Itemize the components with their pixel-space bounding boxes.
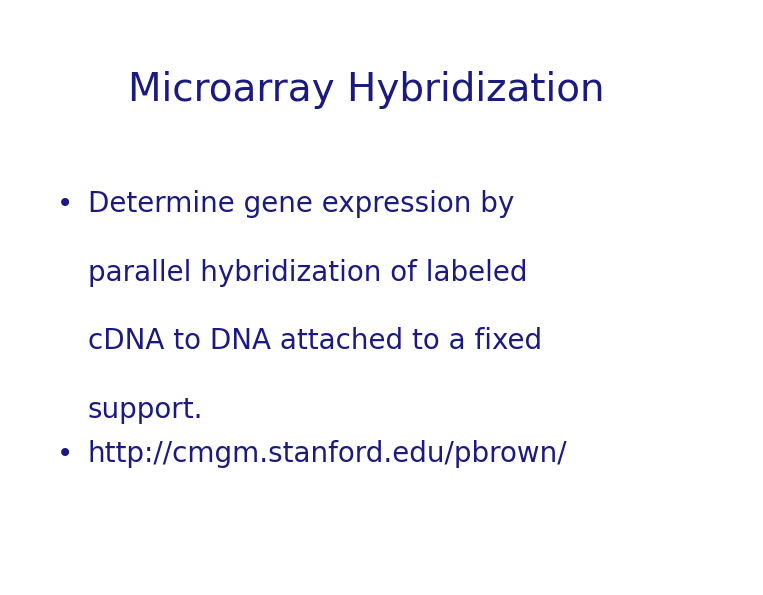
Text: parallel hybridization of labeled: parallel hybridization of labeled [88,259,527,287]
Text: •: • [56,440,73,468]
Text: Determine gene expression by: Determine gene expression by [88,190,514,218]
Text: Microarray Hybridization: Microarray Hybridization [128,71,604,109]
Text: •: • [56,190,73,218]
Text: support.: support. [88,396,203,424]
Text: http://cmgm.stanford.edu/pbrown/: http://cmgm.stanford.edu/pbrown/ [88,440,568,468]
Text: cDNA to DNA attached to a fixed: cDNA to DNA attached to a fixed [88,327,542,355]
